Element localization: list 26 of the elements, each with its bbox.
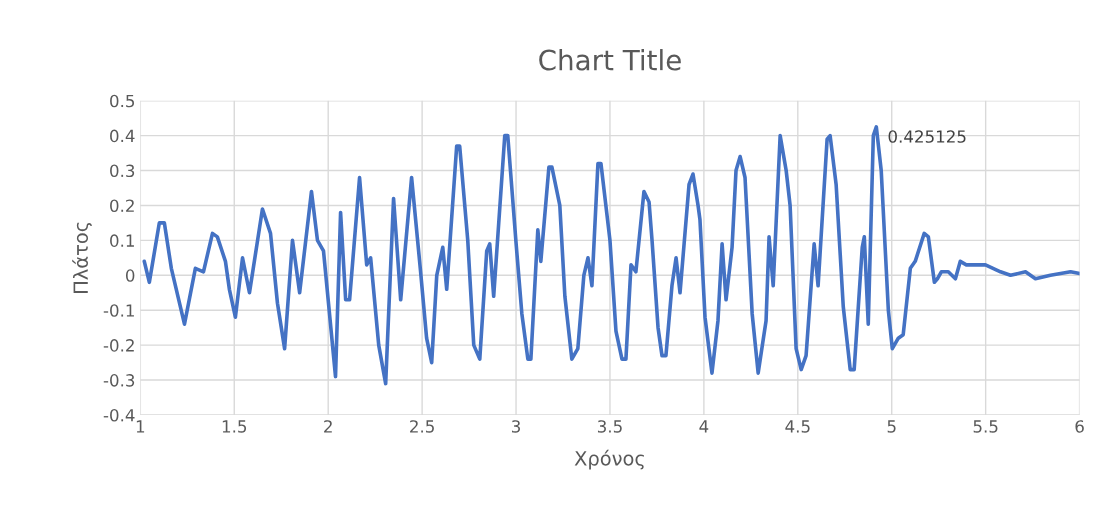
x-tick-label: 3 [512,420,520,433]
y-tick-label: -0.3 [103,374,135,387]
x-tick-label: 4 [699,420,709,433]
y-axis-title: Πλάτος [72,222,92,293]
chart-title: Chart Title [539,49,681,71]
x-tick-label: 1.5 [222,420,247,433]
x-tick-label: 3.5 [597,420,622,433]
x-tick-label: 2.5 [410,420,434,433]
y-tick-label: 0.1 [110,234,134,247]
y-tick-label: -0.4 [103,408,135,422]
y-tick-label: -0.2 [103,339,134,352]
x-axis-title: Χρόνος [574,449,644,470]
x-tick-label: 5 [887,420,896,433]
y-tick-label: 0.3 [110,164,135,178]
line-series [142,125,1080,386]
y-tick-label: 0.4 [110,129,135,143]
x-tick-label: 6 [1075,420,1084,433]
y-tick-label: 0.5 [110,94,135,108]
y-tick-label: 0 [125,269,135,282]
y-tick-label: -0.1 [103,304,134,317]
x-tick-label: 1 [136,420,145,433]
annotation: 0.425125 [888,130,966,143]
x-tick-label: 2 [324,420,332,433]
x-tick-label: 4.5 [785,420,810,433]
x-tick-label: 5.5 [973,420,998,433]
y-tick-label: 0.2 [110,199,134,213]
